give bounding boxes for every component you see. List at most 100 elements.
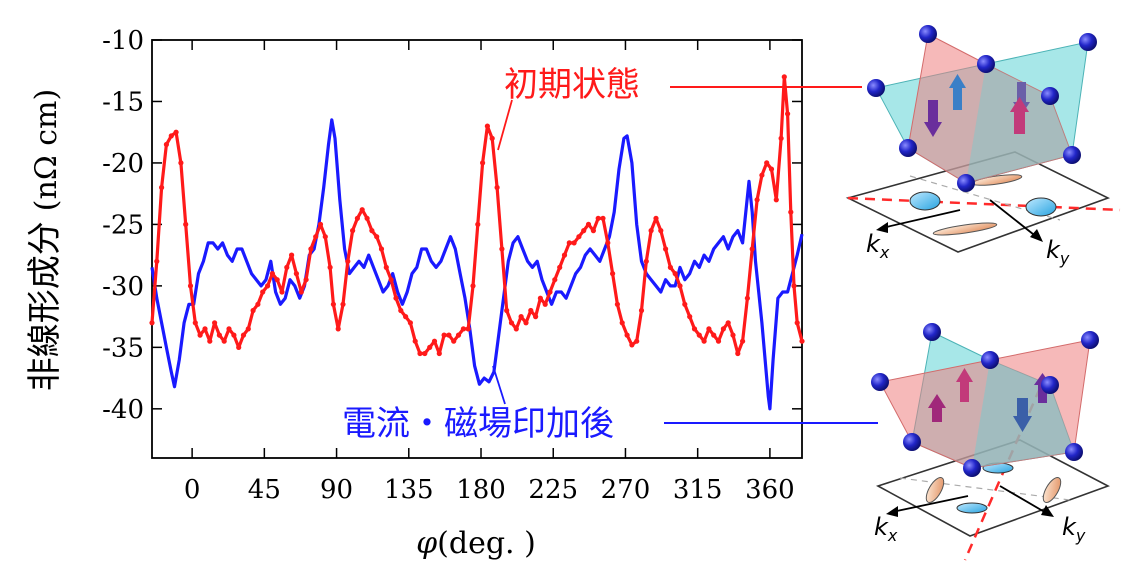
data-point xyxy=(374,234,380,240)
data-point xyxy=(794,320,800,326)
ky-label: ky xyxy=(1046,236,1070,268)
data-point xyxy=(422,350,428,357)
data-point xyxy=(255,301,261,307)
data-point xyxy=(451,338,457,344)
fermi-pocket-orange xyxy=(1042,477,1062,503)
fermi-pocket-orange xyxy=(925,477,945,503)
data-point xyxy=(759,172,765,178)
data-point xyxy=(231,332,237,338)
data-point xyxy=(504,307,510,314)
data-point xyxy=(785,111,791,117)
data-point xyxy=(788,209,794,215)
spin-arrow xyxy=(1010,97,1029,112)
data-point xyxy=(773,197,779,203)
data-point xyxy=(236,344,242,350)
atom xyxy=(871,373,889,391)
data-point xyxy=(663,246,669,252)
annotation-after-leader xyxy=(492,365,506,405)
data-point xyxy=(284,264,290,270)
atom xyxy=(867,79,885,97)
data-point xyxy=(725,320,731,326)
series-initial-state xyxy=(149,74,805,357)
plot: -10 -15 -20 -25 -30 -35 -40 0 45 90 135 180 225 270 3… xyxy=(102,26,805,505)
data-point xyxy=(407,320,413,326)
data-point xyxy=(388,277,394,283)
data-point xyxy=(672,271,678,277)
data-point xyxy=(590,228,597,234)
data-point xyxy=(455,332,462,338)
y-tick-label: -25 xyxy=(102,210,144,240)
data-point xyxy=(378,246,385,252)
data-point xyxy=(313,234,319,240)
data-point xyxy=(799,338,805,344)
atom xyxy=(1041,87,1059,105)
data-point xyxy=(764,160,770,166)
x-tick-label: 180 xyxy=(456,475,506,505)
spin-arrow xyxy=(1017,398,1028,416)
data-point xyxy=(441,332,447,338)
data-point xyxy=(403,314,409,320)
plot-frame xyxy=(151,39,803,459)
data-point xyxy=(542,301,548,307)
data-point xyxy=(398,307,404,314)
data-point xyxy=(523,320,529,326)
data-point xyxy=(383,264,389,270)
data-point xyxy=(335,326,341,332)
data-point xyxy=(781,74,787,80)
y-axis-title: 非線形成分(nΩ cm) xyxy=(25,89,65,391)
data-point xyxy=(436,350,442,357)
data-point xyxy=(552,277,558,283)
data-point xyxy=(369,228,375,234)
data-point xyxy=(192,320,198,326)
spin-arrow xyxy=(932,408,942,422)
data-point xyxy=(624,332,630,338)
data-point xyxy=(696,332,702,338)
crystal-diagram-initial: kx ky xyxy=(845,25,1121,268)
spin-arrow xyxy=(1038,385,1047,403)
data-point xyxy=(677,283,683,289)
data-point xyxy=(533,314,539,320)
data-point xyxy=(149,320,155,326)
data-point xyxy=(687,314,693,320)
data-point xyxy=(571,240,577,246)
data-point xyxy=(484,123,490,129)
data-point xyxy=(749,246,755,252)
data-point xyxy=(274,277,280,283)
y-tick-label: -35 xyxy=(102,333,144,363)
y-tick-label: -10 xyxy=(102,26,144,56)
series-after-current-field xyxy=(150,118,804,411)
data-point xyxy=(431,338,438,344)
data-point xyxy=(330,301,336,307)
atom xyxy=(903,433,921,451)
data-point xyxy=(730,332,736,338)
data-point xyxy=(298,289,304,295)
spin-arrow xyxy=(924,122,942,137)
atoms xyxy=(871,323,1099,477)
atom xyxy=(963,459,981,477)
data-point xyxy=(528,307,534,314)
spin-arrow xyxy=(1017,82,1026,102)
data-point xyxy=(581,228,587,234)
x-tick-label: 45 xyxy=(248,475,281,505)
y-tick-label: -30 xyxy=(102,272,144,302)
data-point xyxy=(711,332,717,338)
data-point xyxy=(265,283,271,289)
data-point xyxy=(308,246,314,252)
data-point xyxy=(576,234,582,240)
data-point xyxy=(691,326,698,332)
data-point xyxy=(754,197,760,203)
atom xyxy=(1081,331,1099,349)
y-tick-label: -20 xyxy=(102,149,144,179)
data-point xyxy=(740,338,746,344)
data-point xyxy=(566,240,572,246)
data-point xyxy=(667,264,674,270)
data-point xyxy=(648,228,654,234)
kx-arrowhead xyxy=(876,222,888,233)
data-point xyxy=(480,160,486,166)
data-point xyxy=(327,264,333,270)
data-point xyxy=(345,258,351,264)
data-point xyxy=(187,283,194,289)
crystal-diagram-after: kx ky xyxy=(871,323,1110,561)
data-point xyxy=(293,271,299,277)
